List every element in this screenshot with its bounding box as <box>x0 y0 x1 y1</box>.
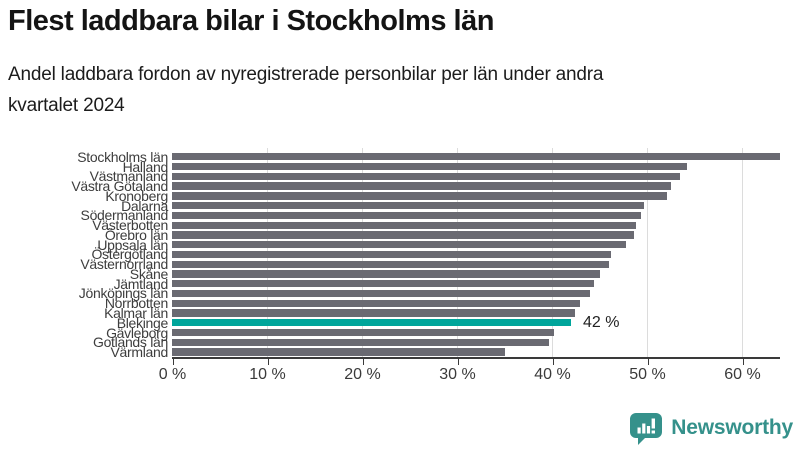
y-axis-label-Södermanland: Södermanland <box>80 207 169 224</box>
y-axis-label-Gotlands län: Gotlands län <box>92 334 168 351</box>
bar-Västra Götaland <box>172 182 671 190</box>
y-axis-label-Gävleborg: Gävleborg <box>106 324 168 341</box>
x-tick-10 <box>267 359 269 365</box>
y-axis-label-Blekinge: Blekinge <box>116 314 169 331</box>
bar-Jämtland <box>172 280 594 288</box>
chart-subtitle-line2: kvartalet 2024 <box>8 95 125 116</box>
y-axis-label-Västmanland: Västmanland <box>89 168 169 185</box>
newsworthy-logo[interactable]: Newsworthy <box>629 411 793 445</box>
y-axis-label-Halland: Halland <box>122 158 169 175</box>
x-tick-20 <box>362 359 364 365</box>
y-axis-label-Kronoberg: Kronoberg <box>105 187 168 204</box>
chart-subtitle-line1: Andel laddbara fordon av nyregistrerade … <box>8 64 604 85</box>
bar-Kalmar län <box>172 309 575 317</box>
y-axis-label-Västra Götaland: Västra Götaland <box>71 178 168 195</box>
x-tick-30 <box>457 359 459 365</box>
chart-subtitle: Andel laddbara fordon av nyregistrerade … <box>8 59 798 121</box>
y-axis-label-Östergötland: Östergötland <box>91 246 168 263</box>
bar-Stockholms län <box>172 153 780 161</box>
bar-Kronoberg <box>172 192 667 200</box>
bar-Västernorrland <box>172 260 609 268</box>
logo-text: Newsworthy <box>671 416 793 439</box>
chart-title: Flest laddbara bilar i Stockholms län <box>8 5 494 37</box>
plot-area <box>172 148 794 358</box>
bar-Blekinge <box>172 319 571 327</box>
x-tick-label-50: 50 % <box>629 366 666 383</box>
y-axis-label-Norrbotten: Norrbotten <box>104 295 168 312</box>
bar-Skåne <box>172 270 600 278</box>
highlight-value-label: 42 % <box>583 313 620 331</box>
y-axis-label-Västernorrland: Västernorrland <box>80 256 168 273</box>
y-axis-label-Stockholms län: Stockholms län <box>77 148 168 165</box>
bar-Västerbotten <box>172 221 636 229</box>
bar-Jönköpings län <box>172 289 590 298</box>
x-tick-label-30: 30 % <box>439 366 476 383</box>
bar-Västmanland <box>172 172 681 181</box>
y-axis-labels: Stockholms län Halland Västmanland Västra G… <box>0 148 169 361</box>
bar-Uppsala län <box>172 241 627 249</box>
bar-Södermanland <box>172 211 642 220</box>
bar-Dalarna <box>172 202 645 210</box>
bar-Halland <box>172 162 687 171</box>
bar-chart-speech-bubble-icon <box>630 413 663 445</box>
x-tick-40 <box>552 359 554 365</box>
y-axis-label-Jönköpings län: Jönköpings län <box>78 285 169 302</box>
x-tick-label-0: 0 % <box>158 366 187 383</box>
bar-Norrbotten <box>172 299 580 307</box>
x-axis-line <box>172 357 780 359</box>
x-tick-label-60: 60 % <box>724 366 761 383</box>
bar-Östergötland <box>172 250 611 259</box>
x-tick-label-20: 20 % <box>344 366 381 383</box>
bar-Gävleborg <box>172 328 554 337</box>
bar-Värmland <box>172 348 505 356</box>
y-axis-label-Örebro län: Örebro län <box>104 226 168 243</box>
x-tick-label-10: 10 % <box>249 366 286 383</box>
y-axis-label-Västerbotten: Västerbotten <box>92 217 168 234</box>
y-axis-label-Värmland: Värmland <box>110 344 168 361</box>
x-tick-50 <box>647 359 649 365</box>
x-tick-0 <box>172 359 174 365</box>
gridline-50 <box>646 148 649 357</box>
y-axis-label-Jämtland: Jämtland <box>113 275 169 292</box>
x-tick-label-40: 40 % <box>534 366 571 383</box>
y-axis-label-Uppsala län: Uppsala län <box>97 236 168 253</box>
bar-Gotlands län <box>172 338 550 346</box>
y-axis-label-Kalmar län: Kalmar län <box>104 305 168 321</box>
bar-Örebro län <box>172 231 634 239</box>
y-axis-label-Dalarna: Dalarna <box>121 197 168 214</box>
gridline-60 <box>741 148 744 357</box>
x-tick-60 <box>742 359 744 365</box>
y-axis-label-Skåne: Skåne <box>129 265 169 282</box>
